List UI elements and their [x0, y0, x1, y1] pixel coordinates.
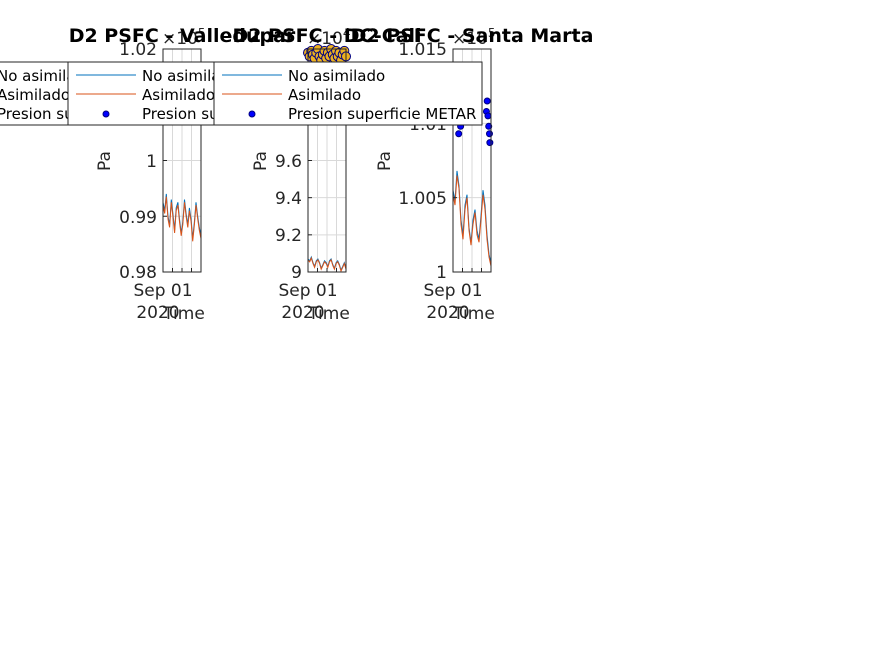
- legend-box: [213, 61, 483, 126]
- y-tick-label: 1.015: [398, 40, 447, 60]
- legend-entry: Presion superficie METAR: [288, 105, 476, 123]
- x-tick-label: Sep 01: [423, 281, 482, 301]
- metar-marker: [486, 139, 494, 147]
- legend-entry: Asimilado: [288, 86, 361, 104]
- metar-marker: [484, 112, 492, 120]
- legend-santa-marta: No asimilado Asimilado Presion superfici…: [213, 61, 483, 126]
- y-tick-label: 9.4: [275, 189, 302, 209]
- series-line-asimilado: [162, 196, 202, 242]
- y-exponent: ×104: [307, 26, 351, 49]
- y-tick-label: 0.99: [119, 208, 157, 228]
- y-tick-label: 9: [291, 263, 302, 283]
- y-exponent: ×105: [162, 26, 206, 49]
- y-exponent: ×105: [452, 26, 496, 49]
- y-tick-label: 9.6: [275, 152, 302, 172]
- legend-entry: No asimilado: [288, 67, 385, 85]
- legend-marker-metar: [248, 110, 256, 118]
- y-tick-label: 1.005: [398, 189, 447, 209]
- y-axis-label: Pa: [95, 151, 115, 171]
- metar-marker: [485, 122, 493, 130]
- x-ticks: [307, 268, 347, 272]
- x-tick-label: 2020: [281, 303, 324, 323]
- x-tick-label: Sep 01: [278, 281, 337, 301]
- y-tick-label: 9.2: [275, 226, 302, 246]
- x-axis-label: Time: [307, 304, 350, 324]
- legend-entry: Asimilado: [0, 86, 70, 104]
- legend-entry: Asimilado: [142, 86, 215, 104]
- subplot-title-santa-marta: D2 PSFC - Santa Marta: [351, 25, 594, 47]
- y-tick-label: 1: [436, 263, 447, 283]
- y-tick-label: 0.98: [119, 263, 157, 283]
- y-tick-label: 1.02: [119, 40, 157, 60]
- x-tick-label: 2020: [136, 303, 179, 323]
- metar-markers: [303, 44, 351, 66]
- plot-lines: [452, 170, 492, 267]
- legend-marker-metar: [102, 110, 110, 118]
- metar-marker: [485, 130, 493, 138]
- subplot-dc-cali: 9 9.2 9.4 9.6 ×104 Sep 01 2020 Time Pa: [251, 26, 351, 324]
- series-line-asimilado: [452, 175, 492, 267]
- x-tick-label: Sep 01: [133, 281, 192, 301]
- series-line-asimilado: [307, 256, 347, 273]
- y-axis-label: Pa: [375, 151, 395, 171]
- subplot-title-dc-cali: D2 PSFC - DC-Cali: [232, 25, 421, 47]
- y-tick-label: 1: [146, 152, 157, 172]
- plot-lines: [162, 193, 202, 242]
- y-axis-label: Pa: [251, 151, 271, 171]
- x-axis-label: Time: [162, 304, 205, 324]
- x-ticks: [162, 268, 202, 272]
- subplot-title-valledupar: D2 PSFC - Valledupar: [69, 25, 296, 47]
- metar-marker: [483, 97, 491, 105]
- x-tick-label: 2020: [426, 303, 469, 323]
- x-ticks: [452, 268, 492, 272]
- y-ticks: [308, 160, 312, 273]
- plot-lines: [307, 255, 347, 273]
- metar-marker: [455, 130, 463, 138]
- y-ticks: [163, 48, 167, 273]
- x-axis-label: Time: [452, 304, 495, 324]
